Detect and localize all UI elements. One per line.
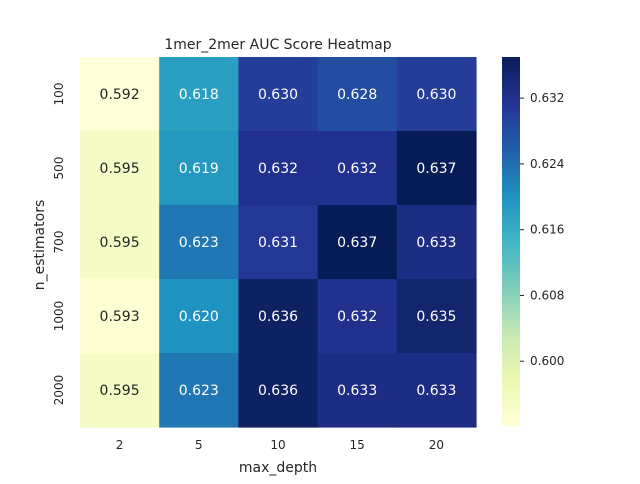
cell-value-label: 0.632 bbox=[258, 161, 298, 177]
cell-value-label: 0.635 bbox=[416, 309, 456, 325]
cell-value-label: 0.632 bbox=[337, 309, 377, 325]
colorbar bbox=[502, 57, 520, 427]
heatmap-cells bbox=[80, 57, 477, 428]
cell-value-label: 0.592 bbox=[100, 87, 140, 103]
cell-value-label: 0.633 bbox=[416, 383, 456, 399]
cell-value-label: 0.620 bbox=[179, 309, 219, 325]
heatmap-cell bbox=[80, 205, 160, 280]
heatmap-cell bbox=[80, 353, 160, 428]
heatmap-cell bbox=[159, 131, 239, 206]
y-tick-label: 2000 bbox=[52, 375, 66, 406]
colorbar-tick-label: 0.608 bbox=[530, 288, 564, 302]
heatmap-cell bbox=[238, 279, 319, 354]
y-tick-label: 1000 bbox=[52, 301, 66, 332]
heatmap-cell bbox=[396, 353, 477, 428]
x-tick-label: 20 bbox=[429, 438, 444, 452]
heatmap-cell bbox=[396, 205, 477, 280]
heatmap-cell bbox=[317, 353, 398, 428]
heatmap-cell bbox=[159, 57, 239, 132]
cell-value-label: 0.619 bbox=[179, 161, 219, 177]
heatmap-cell bbox=[396, 57, 477, 132]
cell-value-label: 0.630 bbox=[258, 87, 298, 103]
y-axis-label: n_estimators bbox=[32, 200, 48, 290]
heatmap-cell bbox=[159, 353, 239, 428]
chart-title: 1mer_2mer AUC Score Heatmap bbox=[164, 37, 391, 53]
cell-value-label: 0.630 bbox=[416, 87, 456, 103]
heatmap-cell bbox=[317, 279, 398, 354]
cell-value-label: 0.593 bbox=[100, 309, 140, 325]
heatmap-cell bbox=[396, 279, 477, 354]
x-tick-label: 2 bbox=[116, 438, 124, 452]
y-tick-label: 100 bbox=[52, 83, 66, 106]
heatmap-cell bbox=[159, 279, 239, 354]
cell-value-label: 0.636 bbox=[258, 309, 298, 325]
cell-value-label: 0.631 bbox=[258, 235, 298, 251]
colorbar-tick-label: 0.624 bbox=[530, 157, 564, 171]
heatmap-cell bbox=[238, 205, 319, 280]
heatmap-cell bbox=[80, 57, 160, 132]
cell-value-label: 0.623 bbox=[179, 383, 219, 399]
cell-value-label: 0.628 bbox=[337, 87, 377, 103]
x-tick-label: 10 bbox=[270, 438, 285, 452]
colorbar-tick-label: 0.632 bbox=[530, 91, 564, 105]
heatmap-cell bbox=[80, 131, 160, 206]
x-tick-label: 15 bbox=[350, 438, 365, 452]
x-axis-label: max_depth bbox=[239, 460, 317, 476]
heatmap-cell bbox=[317, 205, 398, 280]
cell-value-label: 0.623 bbox=[179, 235, 219, 251]
heatmap-cell bbox=[80, 279, 160, 354]
heatmap-cell bbox=[159, 205, 239, 280]
heatmap-cell-labels: 0.592 0.618 0.630 0.628 0.630 0.595 0.619 0.632… bbox=[100, 87, 457, 399]
heatmap-cell bbox=[317, 131, 398, 206]
heatmap-cell bbox=[317, 57, 398, 132]
cell-value-label: 0.637 bbox=[337, 235, 377, 251]
y-tick-label: 700 bbox=[52, 231, 66, 254]
y-tick-labels: 100 500 700 1000 2000 bbox=[52, 83, 66, 406]
colorbar-tick-label: 0.600 bbox=[530, 354, 564, 368]
colorbar-tick-labels: 0.600 0.608 0.616 0.624 0.632 bbox=[520, 91, 564, 368]
cell-value-label: 0.595 bbox=[100, 161, 140, 177]
cell-value-label: 0.618 bbox=[179, 87, 219, 103]
x-tick-labels: 2 5 10 15 20 bbox=[116, 438, 444, 452]
colorbar-tick-label: 0.616 bbox=[530, 223, 564, 237]
heatmap-cell bbox=[396, 131, 477, 206]
heatmap-cell bbox=[238, 353, 319, 428]
cell-value-label: 0.636 bbox=[258, 383, 298, 399]
y-tick-label: 500 bbox=[52, 157, 66, 180]
cell-value-label: 0.632 bbox=[337, 161, 377, 177]
cell-value-label: 0.595 bbox=[100, 383, 140, 399]
heatmap-cell bbox=[238, 57, 319, 132]
cell-value-label: 0.637 bbox=[416, 161, 456, 177]
cell-value-label: 0.595 bbox=[100, 235, 140, 251]
cell-value-label: 0.633 bbox=[337, 383, 377, 399]
cell-value-label: 0.633 bbox=[416, 235, 456, 251]
heatmap-cell bbox=[238, 131, 319, 206]
x-tick-label: 5 bbox=[195, 438, 203, 452]
